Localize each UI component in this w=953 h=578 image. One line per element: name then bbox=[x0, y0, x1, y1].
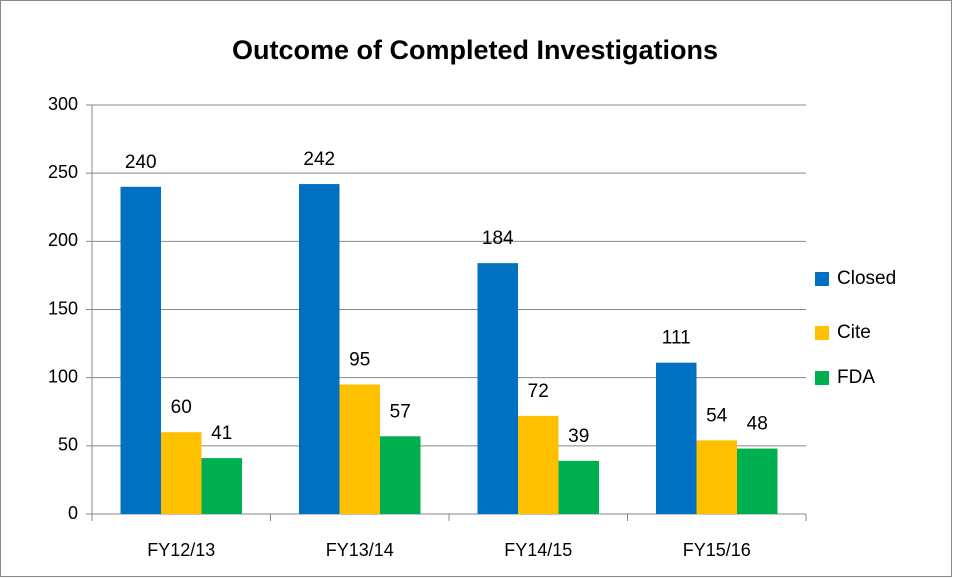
legend-label: FDA bbox=[837, 367, 875, 388]
bar bbox=[656, 362, 697, 514]
bar bbox=[339, 384, 380, 514]
value-label: 95 bbox=[349, 349, 370, 370]
bar bbox=[518, 415, 559, 514]
value-label: 240 bbox=[125, 152, 157, 173]
value-label: 48 bbox=[747, 414, 768, 435]
legend-label: Closed bbox=[837, 268, 896, 289]
x-tick-label: FY12/13 bbox=[147, 540, 215, 560]
bar bbox=[696, 440, 737, 514]
y-tick-label: 50 bbox=[58, 435, 78, 455]
legend-swatch bbox=[815, 371, 829, 385]
value-label: 72 bbox=[528, 381, 549, 402]
x-tick-label: FY14/15 bbox=[504, 540, 572, 560]
value-label: 41 bbox=[211, 423, 232, 444]
value-label: 39 bbox=[568, 426, 589, 447]
value-label: 60 bbox=[171, 397, 192, 418]
chart-title: Outcome of Completed Investigations bbox=[232, 35, 718, 65]
y-tick-label: 150 bbox=[48, 298, 78, 318]
value-label: 111 bbox=[662, 328, 691, 349]
bar bbox=[558, 460, 599, 514]
y-tick-label: 250 bbox=[48, 162, 78, 182]
legend-swatch bbox=[815, 326, 829, 340]
bar bbox=[201, 458, 242, 514]
bar bbox=[120, 186, 161, 515]
bar bbox=[299, 184, 340, 514]
y-tick-label: 200 bbox=[48, 230, 78, 250]
bar bbox=[161, 432, 202, 514]
bar bbox=[737, 448, 778, 514]
value-label: 54 bbox=[706, 405, 728, 426]
legend-swatch bbox=[815, 272, 829, 286]
y-tick-label: 0 bbox=[68, 503, 78, 523]
legend-label: Cite bbox=[837, 322, 871, 343]
value-label: 242 bbox=[303, 149, 335, 170]
x-tick-label: FY15/16 bbox=[683, 540, 751, 560]
bar bbox=[380, 436, 421, 514]
bar bbox=[477, 263, 518, 514]
x-tick-label: FY13/14 bbox=[326, 540, 394, 560]
y-tick-label: 100 bbox=[48, 366, 78, 386]
value-label: 57 bbox=[390, 401, 411, 422]
y-tick-label: 300 bbox=[48, 94, 78, 114]
value-label: 184 bbox=[482, 228, 514, 249]
